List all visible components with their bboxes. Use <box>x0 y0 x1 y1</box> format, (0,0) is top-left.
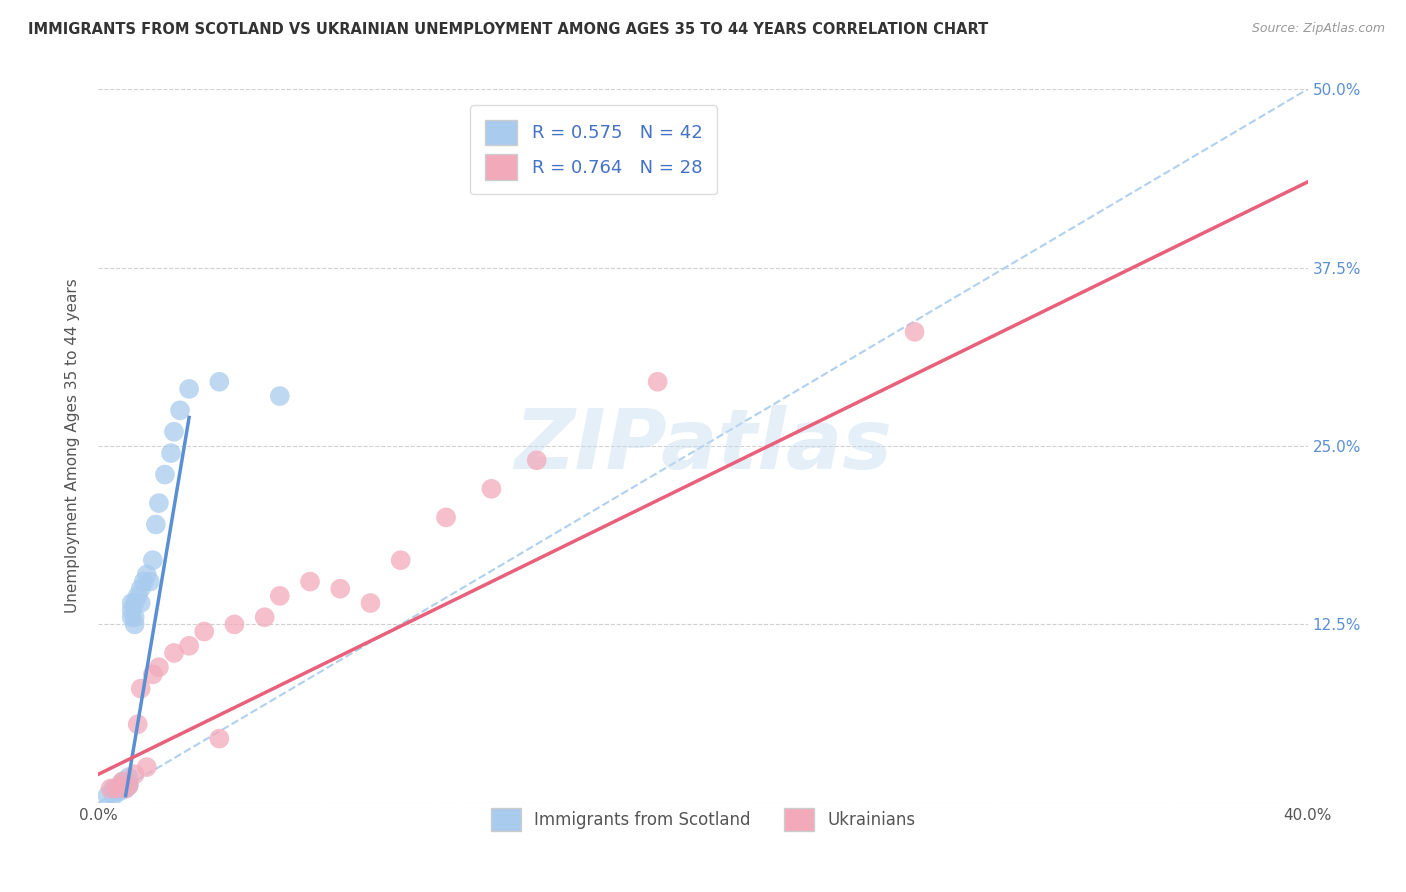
Point <box>142 667 165 681</box>
Point <box>129 681 152 696</box>
Point <box>135 567 157 582</box>
Point <box>114 781 136 796</box>
Point <box>127 589 149 603</box>
Point <box>111 777 134 791</box>
Point <box>105 781 128 796</box>
Point <box>121 610 143 624</box>
Point <box>121 603 143 617</box>
Point <box>111 781 134 796</box>
Text: ZIPatlas: ZIPatlas <box>515 406 891 486</box>
Point <box>108 779 131 793</box>
Point <box>118 779 141 793</box>
Point <box>124 596 146 610</box>
Point <box>103 781 125 796</box>
Point <box>111 779 134 793</box>
Point <box>124 767 146 781</box>
Point <box>124 617 146 632</box>
Point <box>148 496 170 510</box>
Point <box>142 553 165 567</box>
Point <box>118 777 141 791</box>
Point <box>647 375 669 389</box>
Point <box>269 389 291 403</box>
Point <box>224 617 246 632</box>
Point <box>121 596 143 610</box>
Point <box>145 517 167 532</box>
Point <box>111 774 134 789</box>
Point <box>389 553 412 567</box>
Point <box>100 781 122 796</box>
Point <box>299 574 322 589</box>
Point <box>148 660 170 674</box>
Point <box>118 770 141 784</box>
Point <box>114 779 136 793</box>
Point <box>105 784 128 798</box>
Point <box>108 779 131 793</box>
Text: IMMIGRANTS FROM SCOTLAND VS UKRAINIAN UNEMPLOYMENT AMONG AGES 35 TO 44 YEARS COR: IMMIGRANTS FROM SCOTLAND VS UKRAINIAN UN… <box>28 22 988 37</box>
Point <box>114 781 136 796</box>
Point <box>127 717 149 731</box>
Point <box>111 774 134 789</box>
Point <box>118 774 141 789</box>
Point <box>96 789 118 803</box>
Point <box>163 425 186 439</box>
Text: Source: ZipAtlas.com: Source: ZipAtlas.com <box>1251 22 1385 36</box>
Point <box>108 781 131 796</box>
Point <box>208 375 231 389</box>
Point <box>179 639 201 653</box>
Point <box>179 382 201 396</box>
Point <box>329 582 352 596</box>
Point <box>139 574 162 589</box>
Point <box>129 582 152 596</box>
Point <box>193 624 215 639</box>
Point <box>253 610 276 624</box>
Point <box>105 781 128 796</box>
Point <box>269 589 291 603</box>
Point <box>481 482 503 496</box>
Point <box>129 596 152 610</box>
Point <box>526 453 548 467</box>
Point <box>124 610 146 624</box>
Point <box>169 403 191 417</box>
Point <box>103 789 125 803</box>
Point <box>132 574 155 589</box>
Legend: Immigrants from Scotland, Ukrainians: Immigrants from Scotland, Ukrainians <box>478 794 928 845</box>
Point <box>360 596 382 610</box>
Point <box>118 779 141 793</box>
Point <box>434 510 457 524</box>
Point <box>114 777 136 791</box>
Point <box>108 784 131 798</box>
Y-axis label: Unemployment Among Ages 35 to 44 years: Unemployment Among Ages 35 to 44 years <box>65 278 80 614</box>
Point <box>153 467 176 482</box>
Point <box>114 774 136 789</box>
Point <box>904 325 927 339</box>
Point <box>160 446 183 460</box>
Point <box>208 731 231 746</box>
Point <box>135 760 157 774</box>
Point <box>163 646 186 660</box>
